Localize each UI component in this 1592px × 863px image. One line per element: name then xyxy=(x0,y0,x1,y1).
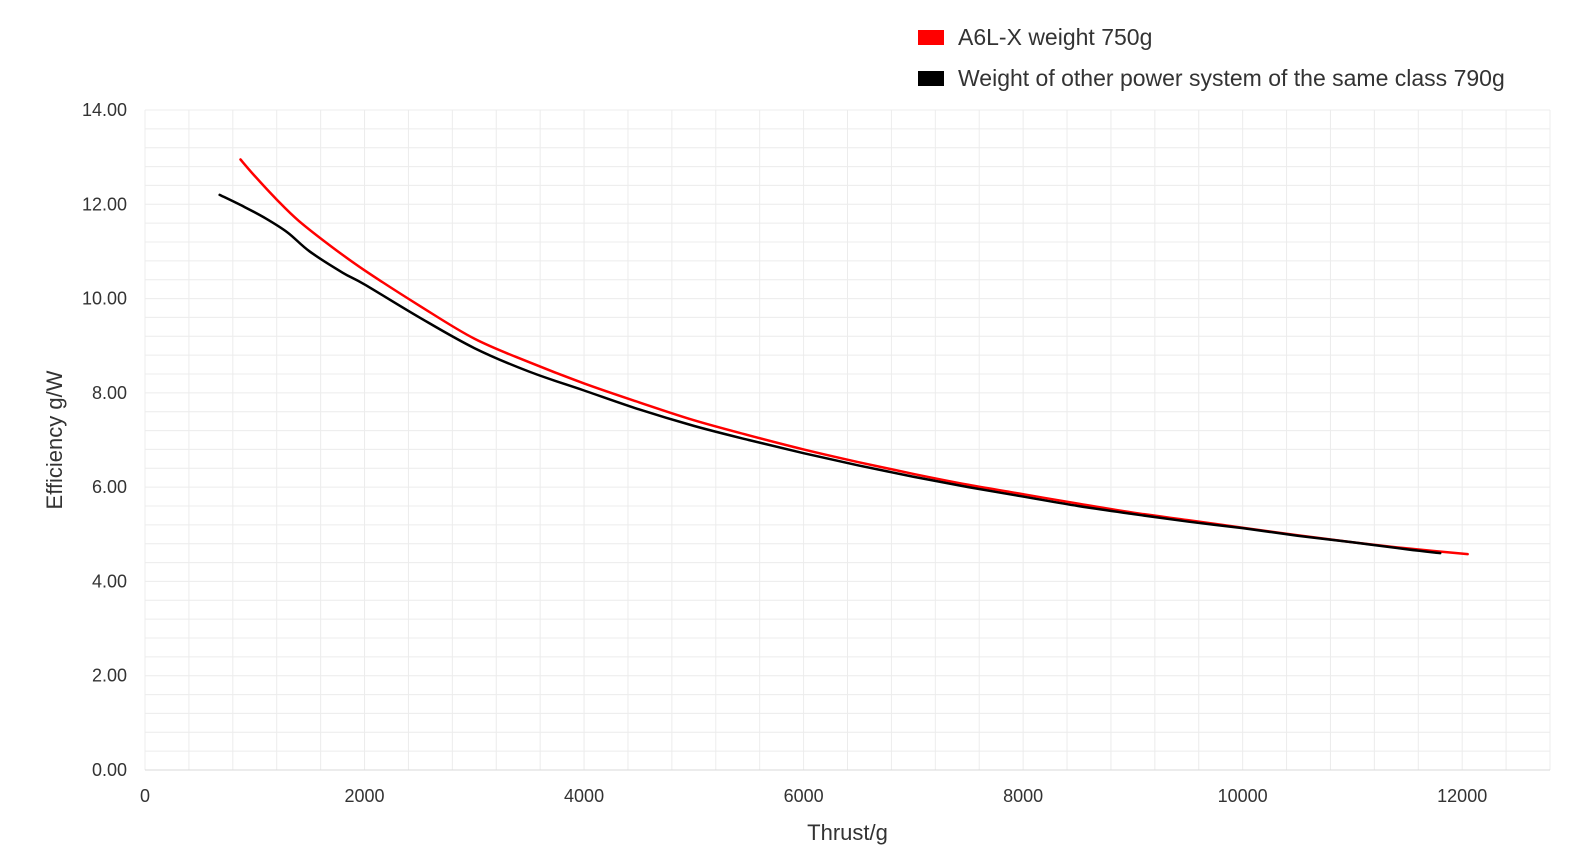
legend: A6L-X weight 750g Weight of other power s… xyxy=(918,24,1505,91)
legend-label: A6L-X weight 750g xyxy=(958,24,1152,50)
axes: 0 2000 4000 6000 8000 10000 12000 0.00 2.00 4.00 6… xyxy=(42,100,1550,845)
series-lines xyxy=(218,158,1469,556)
x-tick-label: 10000 xyxy=(1218,786,1268,806)
y-axis-title: Efficiency g/W xyxy=(42,370,67,509)
y-tick-label: 8.00 xyxy=(92,383,127,403)
y-tick-label: 12.00 xyxy=(82,194,127,214)
x-tick-label: 0 xyxy=(140,786,150,806)
grid xyxy=(144,109,1551,771)
y-tick-label: 14.00 xyxy=(82,100,127,120)
legend-swatch xyxy=(918,71,944,86)
y-tick-label: 10.00 xyxy=(82,289,127,309)
x-tick-label: 6000 xyxy=(784,786,824,806)
x-tick-label: 2000 xyxy=(345,786,385,806)
y-tick-label: 0.00 xyxy=(92,760,127,780)
legend-label: Weight of other power system of the same… xyxy=(958,65,1505,91)
x-tick-label: 4000 xyxy=(564,786,604,806)
y-tick-label: 4.00 xyxy=(92,571,127,591)
x-tick-label: 8000 xyxy=(1003,786,1043,806)
x-axis-title: Thrust/g xyxy=(807,820,888,845)
y-tick-label: 2.00 xyxy=(92,666,127,686)
x-tick-label: 12000 xyxy=(1437,786,1487,806)
series-line-2 xyxy=(218,193,1442,555)
y-tick-label: 6.00 xyxy=(92,477,127,497)
series-line-1 xyxy=(239,158,1469,556)
legend-swatch xyxy=(918,30,944,45)
